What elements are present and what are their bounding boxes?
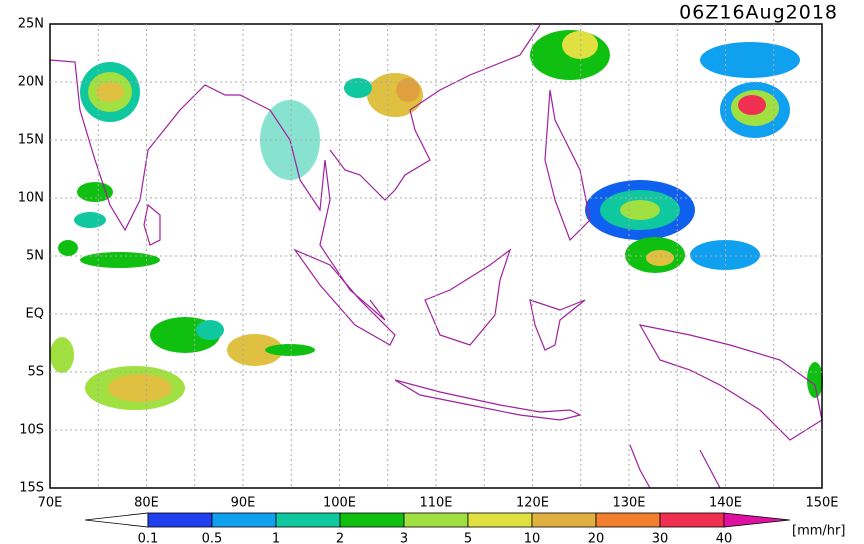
colorbar-label: 3	[400, 532, 408, 544]
lat-label: EQ	[26, 307, 44, 322]
lon-label: 110E	[419, 496, 452, 511]
colorbar-label: 0.1	[138, 532, 159, 544]
lat-label: 5N	[26, 249, 44, 264]
lat-label: 10S	[19, 423, 44, 438]
colorbar-box	[467, 512, 533, 528]
colorbar-low	[84, 512, 149, 528]
lon-label: 140E	[709, 496, 742, 511]
colorbar-box	[275, 512, 341, 528]
lat-label: 15N	[18, 133, 44, 148]
colorbar-label: 0.5	[202, 532, 223, 544]
colorbar-box	[531, 512, 597, 528]
lat-label: 15S	[19, 481, 44, 496]
map-title: 06Z16Aug2018	[679, 2, 838, 24]
lon-label: 120E	[516, 496, 549, 511]
lon-label: 90E	[231, 496, 256, 511]
lon-label: 130E	[612, 496, 645, 511]
colorbar-label: 10	[524, 532, 541, 544]
lat-label: 25N	[18, 17, 44, 32]
colorbar-label: 40	[716, 532, 733, 544]
colorbar-unit: [mm/hr]	[792, 524, 845, 539]
colorbar-high	[723, 512, 791, 528]
colorbar-label: 2	[336, 532, 344, 544]
lat-label: 20N	[18, 75, 44, 90]
lon-label: 150E	[805, 496, 838, 511]
colorbar-box	[147, 512, 213, 528]
lon-label: 70E	[38, 496, 63, 511]
colorbar-label: 20	[588, 532, 605, 544]
colorbar-label: 5	[464, 532, 472, 544]
colorbar-box	[595, 512, 661, 528]
colorbar-box	[339, 512, 405, 528]
colorbar-box	[659, 512, 725, 528]
colorbar-box	[211, 512, 277, 528]
colorbar-label: 30	[652, 532, 669, 544]
lat-label: 10N	[18, 191, 44, 206]
lon-label: 100E	[323, 496, 356, 511]
colorbar-label: 1	[272, 532, 280, 544]
lat-label: 5S	[27, 365, 44, 380]
colorbar-box	[403, 512, 469, 528]
lon-label: 80E	[134, 496, 159, 511]
